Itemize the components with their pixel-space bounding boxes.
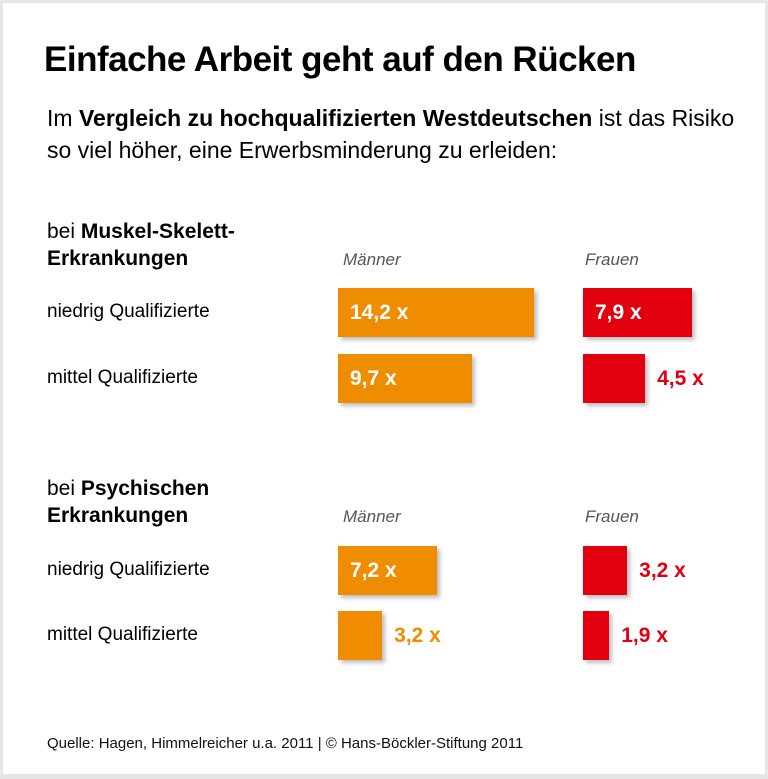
group-title-line2: Erkrankungen xyxy=(47,504,189,527)
bar-frauen xyxy=(583,288,693,337)
group-title-prefix: bei xyxy=(47,220,81,243)
data-label: 7,9 x xyxy=(595,301,642,324)
group-title-bold: Muskel-Skelett- xyxy=(80,220,235,243)
bar-frauen xyxy=(583,354,646,403)
column-header: Männer xyxy=(343,507,401,526)
data-label: 4,5 x xyxy=(657,367,704,390)
bar-frauen xyxy=(583,611,610,660)
bar-maenner xyxy=(338,611,383,660)
subtitle-bold: Vergleich zu hochqualifizierten Westdeut… xyxy=(78,105,593,131)
column-header: Frauen xyxy=(585,250,639,269)
group-title: bei Psychischen Erkrankungen xyxy=(47,475,209,529)
data-label: 14,2 x xyxy=(350,301,409,324)
row-label: niedrig Qualifizierte xyxy=(47,301,210,322)
subtitle-pre: Im xyxy=(47,105,79,131)
group-title: bei Muskel-Skelett- Erkrankungen xyxy=(47,218,235,272)
bar-maenner xyxy=(338,354,472,403)
column-header: Frauen xyxy=(585,507,639,526)
row-label: mittel Qualifizierte xyxy=(47,367,198,388)
bar-maenner xyxy=(338,546,438,595)
group-title-line2: Erkrankungen xyxy=(47,247,189,270)
row-label: niedrig Qualifizierte xyxy=(47,559,210,580)
chart-subtitle: Im Vergleich zu hochqualifizierten Westd… xyxy=(47,102,747,166)
bar-frauen xyxy=(583,546,628,595)
row-label: mittel Qualifizierte xyxy=(47,624,198,645)
bar-maenner xyxy=(338,288,534,337)
data-label: 7,2 x xyxy=(350,559,397,582)
chart-title: Einfache Arbeit geht auf den Rücken xyxy=(44,40,636,79)
data-label: 3,2 x xyxy=(394,624,441,647)
data-label: 9,7 x xyxy=(350,367,397,390)
group-title-bold: Psychischen xyxy=(80,477,210,500)
column-header: Männer xyxy=(343,250,401,269)
data-label: 1,9 x xyxy=(621,624,668,647)
data-label: 3,2 x xyxy=(639,559,686,582)
group-title-prefix: bei xyxy=(47,477,81,500)
source-footer: Quelle: Hagen, Himmelreicher u.a. 2011 |… xyxy=(47,735,524,752)
subtitle-post: ist das Risiko so viel höher, eine Erwer… xyxy=(47,105,735,163)
